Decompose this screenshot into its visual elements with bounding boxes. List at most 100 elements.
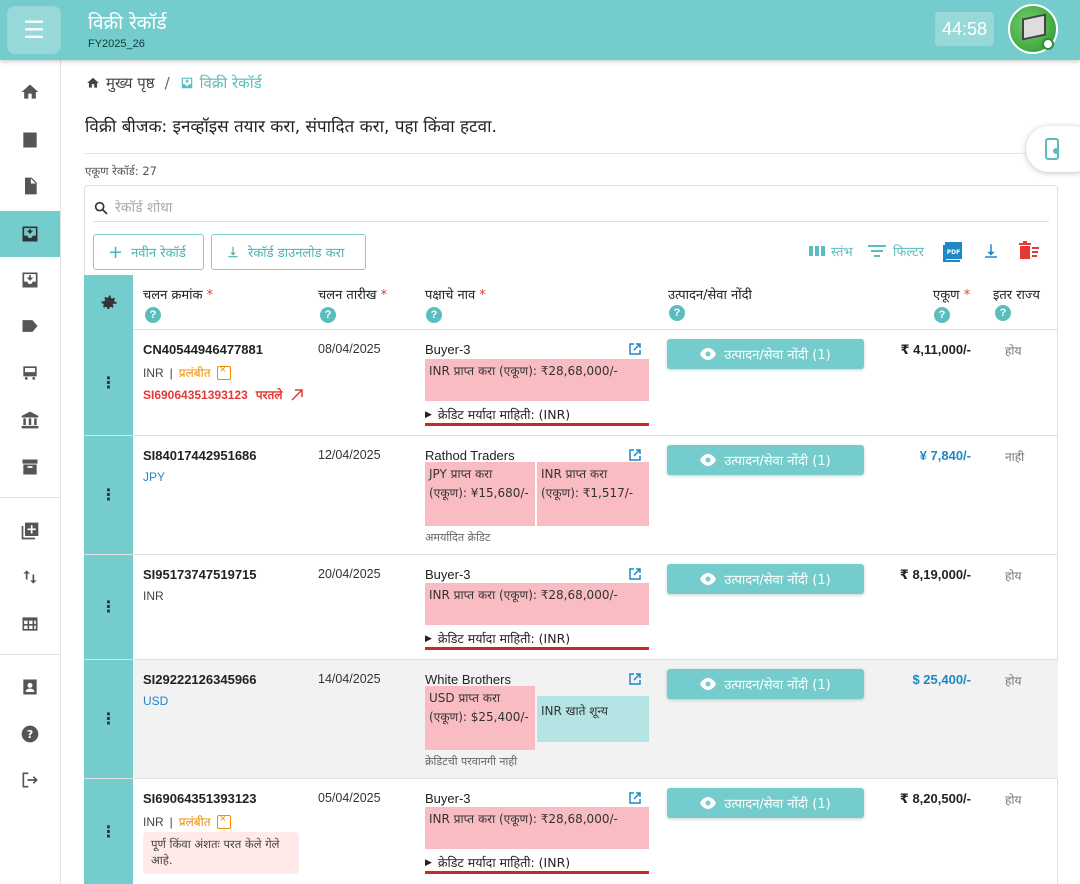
column-invoice-date[interactable]: चलन तारीख * [318, 288, 388, 303]
side-fab-button[interactable] [1026, 126, 1080, 172]
sidebar-item-tags[interactable] [0, 303, 60, 349]
partial-return-note: पूर्ण किंवा अंशतः परत केले गेले आहे. [143, 832, 299, 874]
products-button[interactable]: उत्पादन/सेवा नोंदी (1) [667, 564, 864, 594]
party-name[interactable]: Buyer-3 [425, 342, 471, 357]
column-total[interactable]: एकूण * [933, 288, 971, 303]
sidebar-item-logout[interactable] [0, 757, 60, 803]
products-button[interactable]: उत्पादन/सेवा नोंदी (1) [667, 445, 864, 475]
sidebar-item-sales[interactable] [0, 211, 60, 257]
sidebar-item-profile[interactable] [0, 664, 60, 710]
currency-code: INR [143, 589, 164, 603]
help-icon[interactable]: ? [426, 307, 442, 323]
sidebar-item-transport[interactable] [0, 350, 60, 396]
breadcrumb-current: विक्री रेकॉर्ड [199, 74, 262, 92]
calendar-cancel-icon [216, 364, 231, 380]
sidebar-item-document[interactable] [0, 163, 60, 209]
row-total: ₹ 8,20,500/- [899, 791, 971, 806]
archive-icon [22, 459, 38, 475]
help-icon[interactable]: ? [934, 307, 950, 323]
app-header: ☰ विक्री रेकॉर्ड FY2025_26 44:58 [0, 0, 1080, 60]
currency-status: USD [143, 694, 168, 708]
table-settings-button[interactable] [84, 275, 133, 330]
library-add-icon [21, 522, 39, 540]
invoice-number[interactable]: SI69064351393123 [143, 791, 257, 806]
help-icon[interactable]: ? [145, 307, 161, 323]
download-records-button[interactable]: रेकॉर्ड डाउनलोड करा [211, 234, 366, 270]
row-menu-button[interactable]: ⋮ [84, 660, 133, 778]
row-menu-button[interactable]: ⋮ [84, 555, 133, 659]
table-row[interactable]: ⋮ SI69064351393123 INR | प्रलंबीत पूर्ण … [84, 779, 1058, 884]
help-icon[interactable]: ? [320, 307, 336, 323]
row-menu-button[interactable]: ⋮ [84, 436, 133, 554]
sidebar-item-bank[interactable] [0, 397, 60, 443]
more-vert-icon: ⋮ [100, 487, 117, 504]
breadcrumb-separator: / [164, 74, 170, 92]
eye-icon [700, 678, 717, 690]
credit-limit-info[interactable]: ▶ क्रेडिट मर्यादा माहिती: (INR) [425, 631, 571, 646]
party-name[interactable]: Buyer-3 [425, 791, 471, 806]
sidebar-item-transfer[interactable] [0, 554, 60, 600]
column-party-name[interactable]: पक्षाचे नाव * [425, 288, 486, 303]
credit-note: क्रेडिटची परवानगी नाही [425, 755, 518, 768]
party-name[interactable]: White Brothers [425, 672, 511, 687]
triangle-right-icon: ▶ [425, 633, 432, 644]
sidebar-item-help[interactable]: ? [0, 711, 60, 757]
party-name[interactable]: Rathod Traders [425, 448, 515, 463]
open-in-new-icon[interactable] [628, 791, 642, 805]
sidebar-item-home[interactable] [0, 69, 60, 115]
row-total: ₹ 8,19,000/- [899, 567, 971, 582]
currency-separator: | [169, 814, 173, 829]
sidebar-item-add-library[interactable] [0, 508, 60, 554]
invoice-number[interactable]: SI95173747519715 [143, 567, 257, 582]
column-invoice-no[interactable]: चलन क्रमांक * [143, 288, 214, 303]
help-icon[interactable]: ? [995, 305, 1011, 321]
svg-text:?: ? [27, 728, 33, 741]
triangle-right-icon: ▶ [425, 857, 432, 868]
pending-status: प्रलंबीत [178, 366, 211, 380]
sidebar-item-table[interactable] [0, 601, 60, 647]
invoice-number[interactable]: SI84017442951686 [143, 448, 257, 463]
products-button[interactable]: उत्पादन/सेवा नोंदी (1) [667, 788, 864, 818]
sidebar-item-archive[interactable] [0, 444, 60, 490]
menu-button[interactable]: ☰ [7, 6, 61, 54]
products-button[interactable]: उत्पादन/सेवा नोंदी (1) [667, 669, 864, 699]
return-label: परतले [255, 388, 283, 402]
credit-limit-info[interactable]: ▶ क्रेडिट मर्यादा माहिती: (INR) [425, 855, 571, 870]
party-name[interactable]: Buyer-3 [425, 567, 471, 582]
eye-icon [700, 348, 717, 360]
new-record-button[interactable]: + नवीन रेकॉर्ड [93, 234, 204, 270]
return-reference[interactable]: SI69064351393123 परतले [143, 386, 304, 403]
columns-button[interactable]: स्तंभ [809, 242, 853, 260]
column-products[interactable]: उत्पादन/सेवा नोंदी [668, 288, 752, 303]
open-in-new-icon[interactable] [628, 567, 642, 581]
table-row[interactable]: ⋮ SI95173747519715 INR 20/04/2025 Buyer-… [84, 555, 1058, 660]
open-in-new-icon[interactable] [628, 448, 642, 462]
more-vert-icon: ⋮ [100, 711, 117, 728]
plus-icon: + [108, 241, 124, 263]
invoice-number[interactable]: SI29222126345966 [143, 672, 257, 687]
breadcrumb-home[interactable]: मुख्य पृष्ठ [106, 74, 155, 92]
open-in-new-icon[interactable] [628, 672, 642, 686]
bank-icon [21, 411, 39, 429]
credit-limit-info[interactable]: ▶ क्रेडिट मर्यादा माहिती: (INR) [425, 407, 571, 422]
download-icon [985, 244, 997, 258]
column-other-state[interactable]: इतर राज्य [993, 288, 1040, 303]
delete-all-button[interactable] [1018, 241, 1040, 261]
table-row[interactable]: ⋮ SI29222126345966 USD 14/04/2025 White … [84, 660, 1058, 779]
sidebar-item-ledger[interactable] [0, 117, 60, 163]
table-row[interactable]: ⋮ SI84017442951686 JPY 12/04/2025 Rathod… [84, 436, 1058, 555]
credit-underline [425, 423, 649, 426]
help-icon[interactable]: ? [669, 305, 685, 321]
row-menu-button[interactable]: ⋮ [84, 779, 133, 884]
filter-button[interactable]: फिल्टर [867, 242, 924, 260]
search-input[interactable] [115, 199, 715, 216]
open-in-new-icon[interactable] [628, 342, 642, 356]
row-menu-button[interactable]: ⋮ [84, 330, 133, 435]
products-button[interactable]: उत्पादन/सेवा नोंदी (1) [667, 339, 864, 369]
avatar[interactable] [1008, 4, 1058, 54]
pdf-button[interactable]: PDF [942, 241, 964, 263]
invoice-number[interactable]: CN40544946477881 [143, 342, 263, 357]
table-row[interactable]: ⋮ CN40544946477881 INR | प्रलंबीत SI6906… [84, 330, 1058, 436]
sidebar-item-purchase[interactable] [0, 257, 60, 303]
download-button[interactable] [982, 241, 1000, 261]
